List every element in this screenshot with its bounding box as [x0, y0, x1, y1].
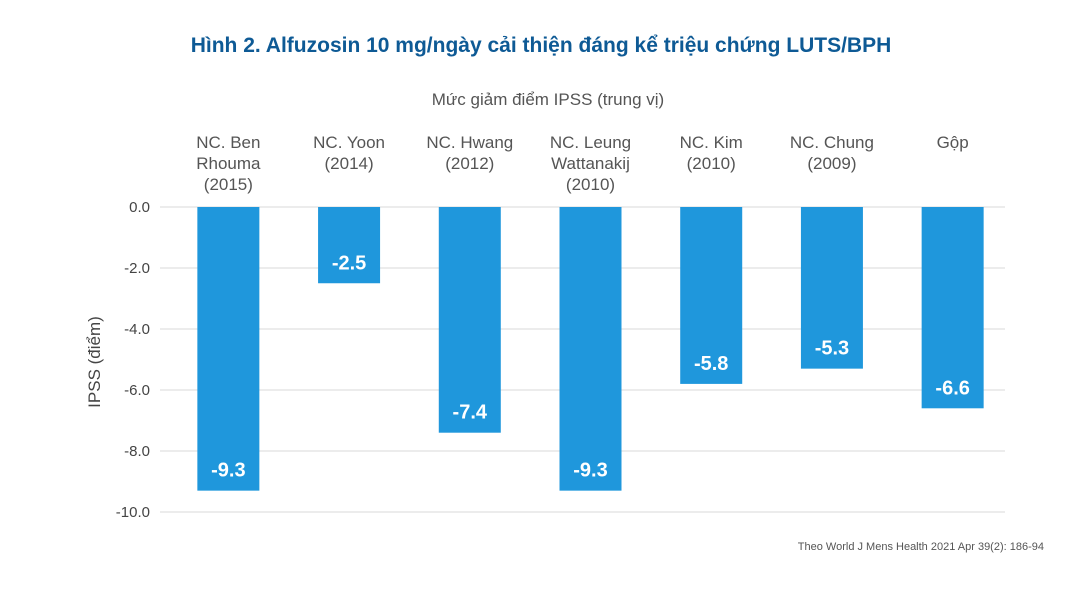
y-tick-label: -8.0: [124, 443, 150, 460]
chart-subtitle: Mức giảm điểm IPSS (trung vị): [431, 90, 665, 109]
data-label: -2.5: [332, 252, 366, 274]
category-label: NC. Kim (2010): [680, 133, 743, 173]
category-label: Gộp: [937, 133, 969, 152]
y-tick-label: 0.0: [129, 199, 150, 216]
bar: [438, 207, 501, 433]
category-label: NC. Chung (2009): [790, 133, 874, 173]
source-note: Theo World J Mens Health 2021 Apr 39(2):…: [797, 541, 1044, 553]
chart-title: Hình 2. Alfuzosin 10 mg/ngày cải thiện đ…: [190, 34, 892, 57]
y-tick-label: -6.0: [124, 382, 150, 399]
category-label: NC. Ben Rhouma (2015): [196, 133, 261, 194]
data-label: -9.3: [211, 460, 245, 482]
y-tick-label: -10.0: [116, 504, 150, 521]
data-label: -5.8: [694, 353, 728, 375]
data-label: -5.3: [815, 338, 849, 360]
data-label: -6.6: [935, 377, 969, 399]
category-label: NC. Yoon (2014): [313, 133, 385, 173]
category-label: NC. Leung Wattanakij (2010): [550, 133, 631, 194]
bar: [559, 207, 622, 491]
bar: [318, 207, 381, 284]
bar: [197, 207, 260, 491]
y-tick-label: -4.0: [124, 321, 150, 338]
y-tick-label: -2.0: [124, 260, 150, 277]
y-axis-label: IPSS (điểm): [85, 316, 104, 408]
bar: [680, 207, 743, 384]
data-label: -7.4: [453, 402, 488, 424]
bar: [800, 207, 863, 369]
bar: [921, 207, 984, 409]
category-label: NC. Hwang (2012): [426, 133, 513, 173]
data-label: -9.3: [573, 460, 607, 482]
